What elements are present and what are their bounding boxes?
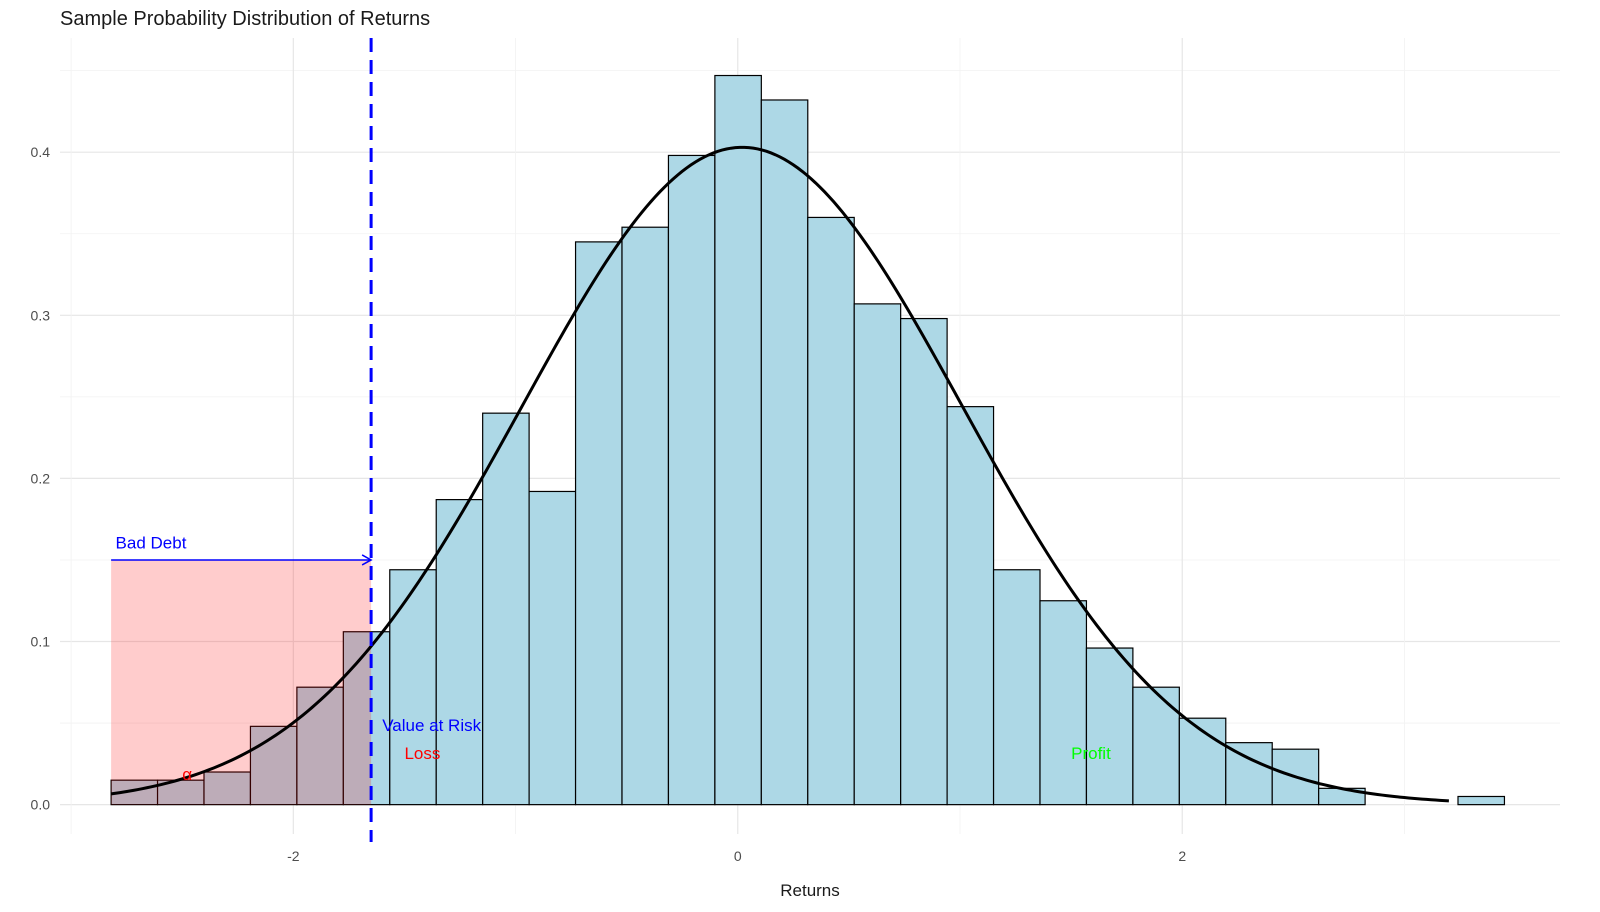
annotations: Bad Debt Value at Risk Loss Profit α bbox=[111, 534, 1111, 784]
annotation-bad-debt: Bad Debt bbox=[116, 534, 187, 553]
y-tick-label: 0.1 bbox=[31, 634, 51, 650]
histogram-bar bbox=[203, 771, 252, 806]
histogram-bar bbox=[714, 74, 762, 806]
density-curve-layer bbox=[110, 145, 1449, 803]
chart-title: Sample Probability Distribution of Retur… bbox=[60, 8, 430, 30]
histogram-bars bbox=[110, 74, 1506, 806]
histogram-bar bbox=[621, 226, 670, 806]
histogram-bar bbox=[1039, 600, 1088, 806]
density-curve bbox=[110, 145, 1449, 803]
annotation-profit: Profit bbox=[1071, 744, 1111, 763]
y-tick-label: 0.0 bbox=[31, 797, 51, 813]
histogram-bar bbox=[1132, 686, 1180, 806]
y-axis-ticks: 0.0 0.1 0.2 0.3 0.4 bbox=[31, 144, 51, 812]
histogram-bar bbox=[760, 99, 809, 806]
x-tick-label: -2 bbox=[287, 848, 300, 864]
histogram-bar bbox=[900, 317, 948, 806]
x-tick-label: 0 bbox=[734, 848, 742, 864]
y-tick-label: 0.3 bbox=[31, 307, 51, 323]
annotation-alpha: α bbox=[182, 765, 192, 784]
histogram-bar bbox=[667, 154, 716, 806]
x-axis-title: Returns bbox=[780, 881, 840, 900]
y-tick-label: 0.4 bbox=[31, 144, 51, 160]
bad-debt-arrow-head bbox=[361, 554, 373, 566]
x-tick-label: 2 bbox=[1178, 848, 1186, 864]
histogram-bar bbox=[342, 631, 391, 806]
histogram-bar bbox=[528, 490, 577, 806]
histogram-bar bbox=[574, 241, 623, 806]
histogram-bar bbox=[482, 412, 530, 806]
annotation-value-at-risk: Value at Risk bbox=[382, 716, 481, 735]
histogram-bar bbox=[1457, 795, 1506, 806]
y-tick-label: 0.2 bbox=[31, 470, 51, 486]
histogram-bar bbox=[807, 216, 855, 806]
histogram-bar bbox=[946, 406, 995, 806]
histogram-bar bbox=[853, 303, 902, 806]
histogram-bar bbox=[435, 499, 484, 806]
loss-region bbox=[111, 559, 372, 805]
histogram-bar bbox=[389, 569, 437, 806]
histogram-bar bbox=[1225, 742, 1273, 806]
x-axis-ticks: -2 0 2 bbox=[287, 848, 1186, 864]
annotation-loss: Loss bbox=[404, 744, 440, 763]
histogram-bar bbox=[992, 569, 1041, 806]
loss-region-layer bbox=[111, 559, 372, 805]
histogram-bar bbox=[1085, 647, 1134, 806]
